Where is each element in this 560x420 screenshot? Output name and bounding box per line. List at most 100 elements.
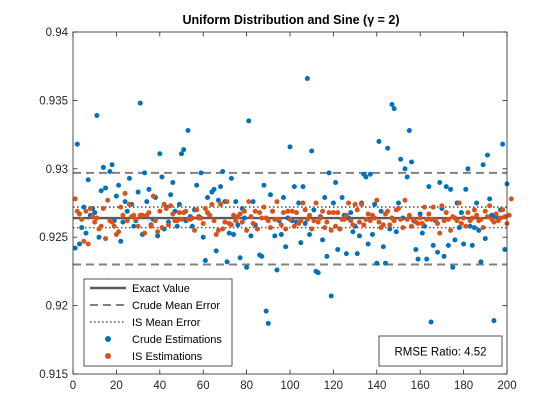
is-estimation-point-146 — [387, 222, 393, 228]
crude-estimation-point-181 — [463, 186, 469, 192]
crude-estimation-point-183 — [467, 223, 473, 229]
is-estimation-point-55 — [189, 215, 195, 221]
crude-estimation-point-128 — [348, 210, 354, 216]
is-estimation-point-48 — [174, 218, 180, 224]
crude-estimation-point-91 — [267, 192, 273, 198]
is-estimation-point-28 — [131, 212, 137, 218]
crude-estimation-point-145 — [385, 145, 391, 151]
crude-estimation-point-175 — [450, 264, 456, 270]
is-estimation-point-32 — [139, 212, 145, 218]
x-tick-label: 20 — [110, 380, 123, 392]
crude-estimation-point-49 — [176, 201, 182, 207]
is-estimation-point-81 — [246, 199, 252, 205]
is-estimation-point-170 — [439, 203, 445, 209]
legend-entry-crude-estimations-marker — [105, 336, 111, 342]
is-estimation-point-197 — [497, 215, 503, 221]
is-estimation-point-10 — [92, 219, 98, 225]
crude-estimation-point-39 — [155, 233, 161, 239]
is-estimation-point-36 — [148, 223, 154, 229]
crude-estimation-point-142 — [378, 208, 384, 214]
is-estimation-point-123 — [337, 226, 343, 232]
is-estimation-point-46 — [170, 211, 176, 217]
crude-estimation-point-149 — [393, 229, 399, 235]
crude-estimation-point-74 — [231, 231, 237, 237]
is-estimation-point-186 — [474, 212, 480, 218]
crude-estimation-point-97 — [280, 195, 286, 201]
is-estimation-point-69 — [220, 226, 226, 232]
is-estimation-point-151 — [398, 216, 404, 222]
crude-estimation-point-28 — [131, 223, 137, 229]
is-estimation-point-25 — [124, 218, 130, 224]
is-estimation-point-100 — [287, 216, 293, 222]
crude-estimation-point-55 — [189, 223, 195, 229]
crude-estimation-point-102 — [291, 184, 297, 190]
crude-estimation-point-66 — [213, 248, 219, 254]
is-estimation-point-1 — [72, 196, 78, 202]
x-tick-label: 120 — [324, 380, 343, 392]
crude-estimation-point-141 — [376, 138, 382, 144]
is-estimation-point-163 — [424, 216, 430, 222]
crude-estimation-point-75 — [233, 199, 239, 205]
is-estimation-point-113 — [315, 219, 321, 225]
crude-estimation-point-146 — [387, 226, 393, 232]
crude-estimation-point-105 — [298, 240, 304, 246]
is-estimation-point-77 — [237, 211, 243, 217]
crude-estimation-point-98 — [283, 244, 289, 250]
is-estimation-point-161 — [419, 221, 425, 227]
is-estimation-point-164 — [426, 211, 432, 217]
crude-estimation-point-126 — [343, 251, 349, 257]
crude-estimation-point-25 — [124, 208, 130, 214]
crude-estimation-point-137 — [367, 171, 373, 177]
crude-estimation-point-155 — [406, 127, 412, 133]
is-estimation-point-5 — [81, 238, 87, 244]
is-estimation-point-192 — [487, 203, 493, 209]
is-estimation-point-66 — [213, 231, 219, 237]
crude-estimation-point-150 — [396, 200, 401, 206]
crude-estimation-point-26 — [126, 175, 132, 181]
crude-estimation-point-121 — [333, 179, 339, 185]
is-estimation-point-118 — [326, 210, 332, 216]
legend-entry-is-estimations-marker — [105, 353, 111, 359]
is-estimation-point-15 — [103, 236, 109, 242]
is-estimation-point-79 — [241, 208, 247, 214]
crude-estimation-point-187 — [476, 227, 482, 233]
crude-estimation-point-185 — [471, 225, 477, 231]
crude-estimation-point-2 — [74, 141, 80, 147]
crude-estimation-point-69 — [220, 169, 226, 175]
crude-estimation-point-184 — [469, 242, 475, 248]
crude-estimation-point-191 — [484, 152, 490, 158]
is-estimation-point-70 — [222, 219, 228, 225]
crude-estimation-point-46 — [170, 179, 176, 185]
is-estimation-point-21 — [116, 229, 122, 235]
crude-estimation-point-94 — [274, 267, 280, 273]
rmse-ratio-label: RMSE Ratio: 4.52 — [394, 347, 486, 359]
is-estimation-point-132 — [356, 219, 362, 225]
is-estimation-point-201 — [506, 212, 512, 218]
crude-estimation-point-77 — [237, 255, 243, 261]
is-estimation-point-41 — [159, 225, 165, 231]
is-estimation-point-181 — [463, 223, 469, 229]
crude-estimation-point-68 — [218, 184, 224, 190]
crude-estimation-point-176 — [452, 237, 458, 243]
is-estimation-point-188 — [478, 216, 484, 222]
is-estimation-point-137 — [367, 218, 373, 224]
crude-estimation-point-22 — [118, 238, 124, 244]
is-estimation-point-184 — [469, 215, 475, 221]
crude-estimation-point-148 — [391, 106, 397, 112]
crude-estimation-point-18 — [109, 162, 115, 168]
annotation-box — [378, 335, 503, 367]
is-estimation-point-109 — [307, 212, 313, 218]
crude-estimation-point-165 — [428, 319, 434, 325]
x-tick-label: 40 — [153, 380, 166, 392]
crude-estimation-point-172 — [443, 184, 449, 190]
is-estimation-point-160 — [417, 215, 423, 221]
is-estimation-point-130 — [352, 201, 358, 207]
is-estimation-point-156 — [409, 223, 415, 229]
y-tick-label: 0.925 — [39, 232, 68, 244]
crude-estimation-point-35 — [146, 186, 152, 192]
crude-estimation-point-87 — [259, 253, 265, 259]
is-estimation-point-88 — [261, 204, 267, 210]
crude-estimation-point-82 — [248, 233, 254, 239]
crude-estimation-point-90 — [265, 320, 271, 326]
is-estimation-point-13 — [98, 223, 104, 229]
